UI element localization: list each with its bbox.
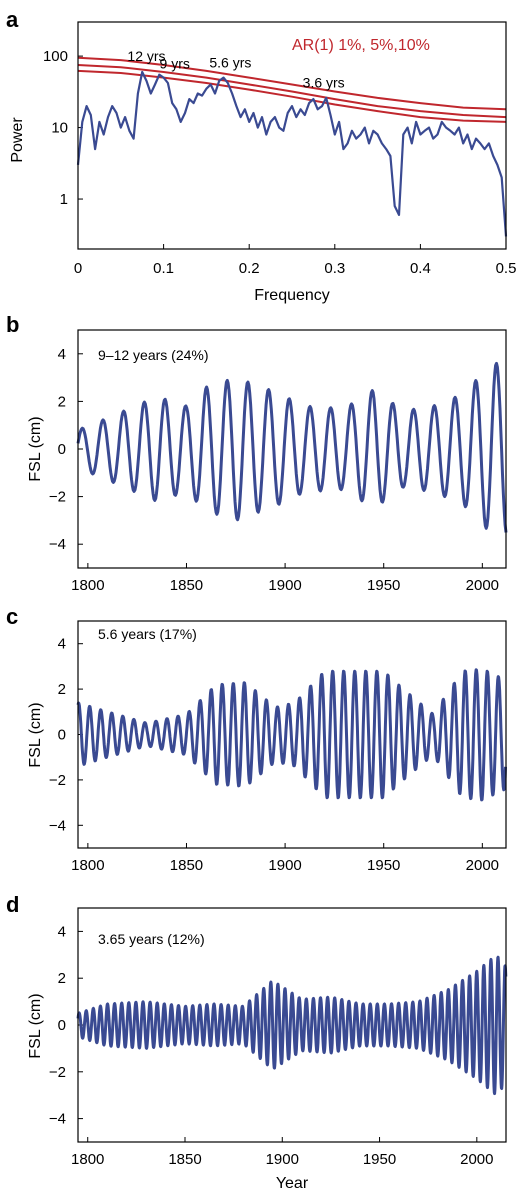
panel-c-ticks: 1800 1850 1900 1950 2000 −4 −2 0 2 4 [49,636,499,874]
power-spectrum-line [76,70,508,237]
fsl-series-line [76,361,508,533]
panel-d-series [76,955,508,1096]
x-tick-label: 1850 [170,857,203,874]
x-tick-label: 1800 [71,1151,104,1168]
y-tick-label: −4 [49,817,66,834]
y-tick-label: −4 [49,1111,66,1128]
y-tick-label: 4 [58,346,66,363]
y-tick-label: −2 [49,1064,66,1081]
x-tick-label: 0.2 [239,260,260,277]
panel-d-xlabel: Year [276,1175,309,1192]
ar1-line [77,56,507,111]
panel-a: a 0 0.1 0.2 0.3 0.4 0.5 1 10 100 AR(1) 1%, 5%,10… [6,7,516,304]
panel-c-series [76,668,507,802]
y-tick-label: −2 [49,489,66,506]
y-tick-label: 2 [58,393,66,410]
y-tick-label: 2 [58,970,66,987]
peak-label: 9 yrs [160,56,190,72]
y-tick-label: 2 [58,681,66,698]
x-tick-label: 1800 [71,857,104,874]
x-tick-label: 1850 [168,1151,201,1168]
y-tick-label: 1 [60,191,68,208]
y-tick-label: −2 [49,772,66,789]
panel-c-letter: c [6,604,18,629]
panel-a-frame [77,21,507,250]
x-tick-label: 0.4 [410,260,431,277]
fsl-series-line [76,955,508,1096]
ar1-line [77,64,507,119]
panel-c-annotation: 5.6 years (17%) [98,626,197,642]
panel-b-ylabel: FSL (cm) [27,416,44,481]
panel-b-series [76,361,508,533]
y-tick-label: 0 [58,727,66,744]
y-tick-label: 4 [58,636,66,653]
x-tick-label: 2000 [466,857,499,874]
peak-label: 3.6 yrs [303,74,345,90]
panel-b-annotation: 9–12 years (24%) [98,347,209,363]
x-tick-label: 0.1 [153,260,174,277]
panel-c-frame [77,620,507,849]
x-tick-label: 1950 [363,1151,396,1168]
panel-b: b 1800 1850 1900 1950 2000 −4 −2 0 2 4 9–12 years… [6,312,508,594]
ar1-line [77,69,507,123]
peak-label: 12 yrs [127,48,165,64]
y-tick-label: 100 [43,48,68,65]
x-tick-label: 0.5 [496,260,517,277]
panel-b-letter: b [6,312,19,337]
y-tick-label: −4 [49,536,66,553]
panel-b-ticks: 1800 1850 1900 1950 2000 −4 −2 0 2 4 [49,346,499,594]
x-tick-label: 0.3 [324,260,345,277]
panel-a-ar1-lines [77,56,507,123]
panel-d-letter: d [6,892,19,917]
y-tick-label: 4 [58,923,66,940]
y-tick-label: 0 [58,1017,66,1034]
x-tick-label: 1900 [268,577,301,594]
x-tick-label: 0 [74,260,82,277]
y-tick-label: 0 [58,441,66,458]
panel-a-power-spectrum [76,70,508,237]
panel-c: c 1800 1850 1900 1950 2000 −4 −2 0 2 4 5.6 years … [6,604,507,874]
panel-d-ticks: 1800 1850 1900 1950 2000 −4 −2 0 2 4 [49,923,494,1168]
x-tick-label: 1950 [367,577,400,594]
x-tick-label: 1900 [268,857,301,874]
panel-d: d 1800 1850 1900 1950 2000 −4 −2 0 2 4 3.65 years… [6,892,508,1192]
x-tick-label: 1950 [367,857,400,874]
x-tick-label: 2000 [466,577,499,594]
panel-d-frame [77,907,507,1143]
panel-a-letter: a [6,7,19,32]
x-tick-label: 1800 [71,577,104,594]
panel-a-legend: AR(1) 1%, 5%,10% [292,37,430,54]
panel-d-annotation: 3.65 years (12%) [98,931,205,947]
y-tick-label: 10 [51,120,68,137]
x-tick-label: 2000 [460,1151,493,1168]
fsl-series-line [76,668,507,802]
panel-a-ylabel: Power [9,117,26,163]
panel-a-xlabel: Frequency [254,287,330,304]
peak-label: 5.6 yrs [209,55,251,71]
panel-b-frame [77,329,507,569]
x-tick-label: 1900 [266,1151,299,1168]
panel-c-ylabel: FSL (cm) [27,702,44,767]
x-tick-label: 1850 [170,577,203,594]
panel-d-ylabel: FSL (cm) [27,993,44,1058]
